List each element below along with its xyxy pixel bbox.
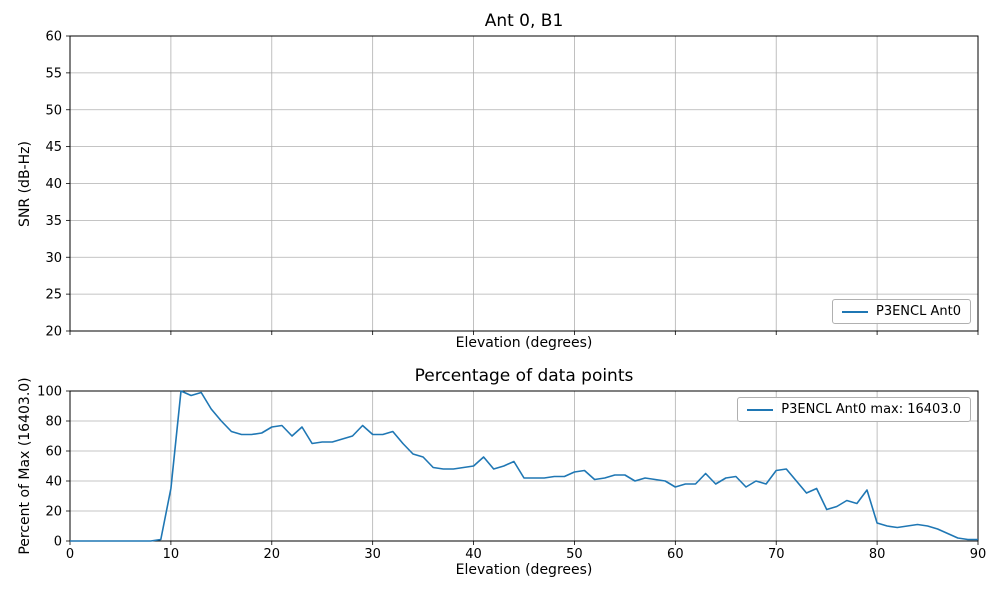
svg-text:0: 0 [66, 547, 74, 562]
bottom-chart-title: Percentage of data points [414, 366, 634, 386]
svg-text:60: 60 [45, 30, 62, 45]
svg-text:60: 60 [45, 445, 62, 460]
top-chart-ylabel: SNR (dB-Hz) [17, 141, 33, 227]
svg-text:30: 30 [364, 547, 381, 562]
svg-text:55: 55 [45, 66, 62, 81]
svg-text:30: 30 [45, 251, 62, 266]
svg-text:20: 20 [45, 505, 62, 520]
svg-text:20: 20 [264, 547, 281, 562]
svg-text:80: 80 [45, 415, 62, 430]
svg-text:90: 90 [970, 547, 987, 562]
legend-label: P3ENCL Ant0 [875, 304, 961, 319]
svg-text:35: 35 [45, 214, 62, 229]
svg-text:60: 60 [667, 547, 684, 562]
svg-text:50: 50 [45, 103, 62, 118]
svg-text:20: 20 [45, 325, 62, 340]
legend-line-sample [747, 408, 774, 411]
legend-label: P3ENCL Ant0 max: 16403.0 [781, 402, 961, 417]
top-chart-xlabel: Elevation (degrees) [455, 335, 593, 351]
svg-text:100: 100 [37, 385, 62, 400]
top-chart-title: Ant 0, B1 [484, 11, 564, 31]
bottom-chart-ylabel: Percent of Max (16403.0) [17, 377, 33, 555]
svg-text:25: 25 [45, 288, 62, 303]
bottom-chart-legend: P3ENCL Ant0 max: 16403.0 [737, 397, 971, 422]
bottom-chart-xlabel: Elevation (degrees) [455, 562, 593, 578]
svg-text:0: 0 [54, 535, 62, 550]
svg-text:70: 70 [768, 547, 785, 562]
svg-text:40: 40 [45, 475, 62, 490]
svg-text:80: 80 [869, 547, 886, 562]
legend-line-sample [841, 310, 868, 313]
svg-text:50: 50 [566, 547, 583, 562]
svg-text:40: 40 [45, 177, 62, 192]
svg-text:40: 40 [465, 547, 482, 562]
svg-text:10: 10 [163, 547, 180, 562]
svg-text:45: 45 [45, 140, 62, 155]
top-chart-legend: P3ENCL Ant0 [831, 299, 971, 324]
